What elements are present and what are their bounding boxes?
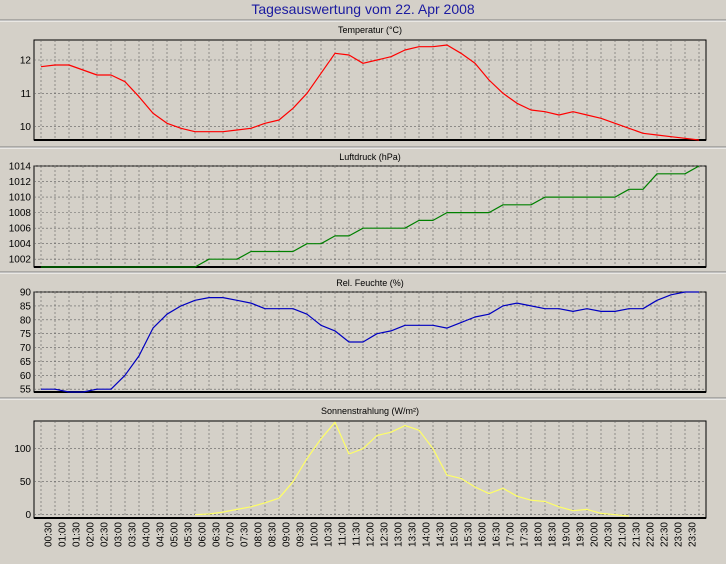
x-tick-label: 15:00 bbox=[450, 522, 461, 547]
x-tick-label: 05:30 bbox=[184, 522, 195, 547]
y-tick-label: 50 bbox=[20, 477, 32, 488]
x-tick-label: 10:00 bbox=[310, 522, 321, 547]
x-tick-label: 03:00 bbox=[114, 522, 125, 547]
chart-panel-3: Rel. Feuchte (%) 55 60 65 70 75 80 85 90 bbox=[20, 278, 707, 396]
panel-title: Rel. Feuchte (%) bbox=[336, 278, 404, 288]
x-tick-label: 06:30 bbox=[212, 522, 223, 547]
x-tick-label: 14:30 bbox=[436, 522, 447, 547]
y-tick-label: 1008 bbox=[9, 208, 32, 219]
y-tick-label: 90 bbox=[20, 288, 32, 299]
panel-title: Luftdruck (hPa) bbox=[339, 152, 401, 162]
x-tick-label: 13:30 bbox=[408, 522, 419, 547]
x-tick-label: 08:30 bbox=[268, 522, 279, 547]
x-tick-label: 20:30 bbox=[604, 522, 615, 547]
x-tick-label: 23:30 bbox=[688, 522, 699, 547]
y-tick-label: 1004 bbox=[9, 239, 32, 250]
y-tick-label: 1012 bbox=[9, 177, 32, 188]
chart-panel-4: Sonnenstrahlung (W/m²) 0 50 100 bbox=[14, 406, 707, 521]
y-tick-label: 10 bbox=[20, 122, 32, 133]
chart-panel-1: Temperatur (°C) 10 11 12 bbox=[20, 25, 707, 141]
y-tick-label: 12 bbox=[20, 56, 32, 67]
y-tick-label: 85 bbox=[20, 301, 32, 312]
y-tick-label: 1014 bbox=[9, 162, 32, 173]
x-tick-label: 14:00 bbox=[422, 522, 433, 547]
y-tick-label: 65 bbox=[20, 357, 32, 368]
y-tick-label: 1002 bbox=[9, 255, 32, 266]
panel-title: Sonnenstrahlung (W/m²) bbox=[321, 406, 419, 416]
x-tick-label: 02:00 bbox=[86, 522, 97, 547]
series-line bbox=[41, 291, 699, 393]
y-tick-label: 11 bbox=[21, 89, 32, 100]
plot-frame bbox=[33, 291, 707, 393]
x-tick-label: 09:30 bbox=[296, 522, 307, 547]
panel-title: Temperatur (°C) bbox=[338, 25, 402, 35]
x-tick-label: 17:00 bbox=[506, 522, 517, 547]
x-tick-label: 11:00 bbox=[338, 522, 349, 547]
series-line bbox=[41, 165, 700, 268]
x-tick-label: 06:00 bbox=[198, 522, 209, 547]
page-title: Tagesauswertung vom 22. Apr 2008 bbox=[251, 1, 475, 17]
x-tick-label: 21:30 bbox=[632, 522, 643, 547]
x-tick-label: 16:30 bbox=[492, 522, 503, 547]
x-tick-label: 01:00 bbox=[58, 522, 69, 547]
chart-panel-2: Luftdruck (hPa) 1002 1004 1006 1008 1010 1012 1… bbox=[9, 152, 707, 268]
y-tick-label: 1006 bbox=[9, 224, 32, 235]
x-tick-label: 07:00 bbox=[226, 522, 237, 547]
x-tick-label: 16:00 bbox=[478, 522, 489, 547]
x-tick-label: 20:00 bbox=[590, 522, 601, 547]
series-line bbox=[40, 44, 700, 141]
x-tick-label: 12:00 bbox=[366, 522, 377, 547]
x-tick-label: 04:30 bbox=[156, 522, 167, 547]
x-tick-label: 10:30 bbox=[324, 522, 335, 547]
x-tick-label: 02:30 bbox=[100, 522, 111, 547]
plot-frame bbox=[33, 165, 707, 268]
x-tick-label: 01:30 bbox=[72, 522, 83, 547]
x-tick-label: 19:00 bbox=[562, 522, 573, 547]
x-tick-label: 13:00 bbox=[394, 522, 405, 547]
x-tick-label: 12:30 bbox=[380, 522, 391, 547]
x-tick-label: 00:30 bbox=[44, 522, 55, 547]
x-tick-label: 21:00 bbox=[618, 522, 629, 547]
x-tick-label: 11:30 bbox=[352, 522, 363, 547]
y-tick-label: 75 bbox=[20, 329, 32, 340]
x-tick-label: 07:30 bbox=[240, 522, 251, 547]
x-tick-label: 15:30 bbox=[464, 522, 475, 547]
x-tick-label: 05:00 bbox=[170, 522, 181, 547]
x-tick-label: 18:00 bbox=[534, 522, 545, 547]
y-tick-label: 55 bbox=[20, 385, 32, 396]
y-tick-label: 100 bbox=[14, 444, 31, 455]
x-tick-label: 18:30 bbox=[548, 522, 559, 547]
y-tick-label: 80 bbox=[20, 315, 32, 326]
x-tick-label: 23:00 bbox=[674, 522, 685, 547]
y-tick-label: 0 bbox=[25, 510, 31, 521]
x-tick-label: 17:30 bbox=[520, 522, 531, 547]
x-tick-label: 22:30 bbox=[660, 522, 671, 547]
x-tick-label: 09:00 bbox=[282, 522, 293, 547]
series-line bbox=[194, 421, 630, 517]
plot-frame bbox=[33, 39, 707, 141]
x-tick-label: 08:00 bbox=[254, 522, 265, 547]
x-tick-label: 19:30 bbox=[576, 522, 587, 547]
x-tick-label: 22:00 bbox=[646, 522, 657, 547]
x-tick-label: 04:00 bbox=[142, 522, 153, 547]
y-tick-label: 60 bbox=[20, 371, 32, 382]
y-tick-label: 1010 bbox=[9, 193, 32, 204]
plot-frame bbox=[33, 420, 707, 519]
y-tick-label: 70 bbox=[20, 343, 32, 354]
x-tick-label: 03:30 bbox=[128, 522, 139, 547]
